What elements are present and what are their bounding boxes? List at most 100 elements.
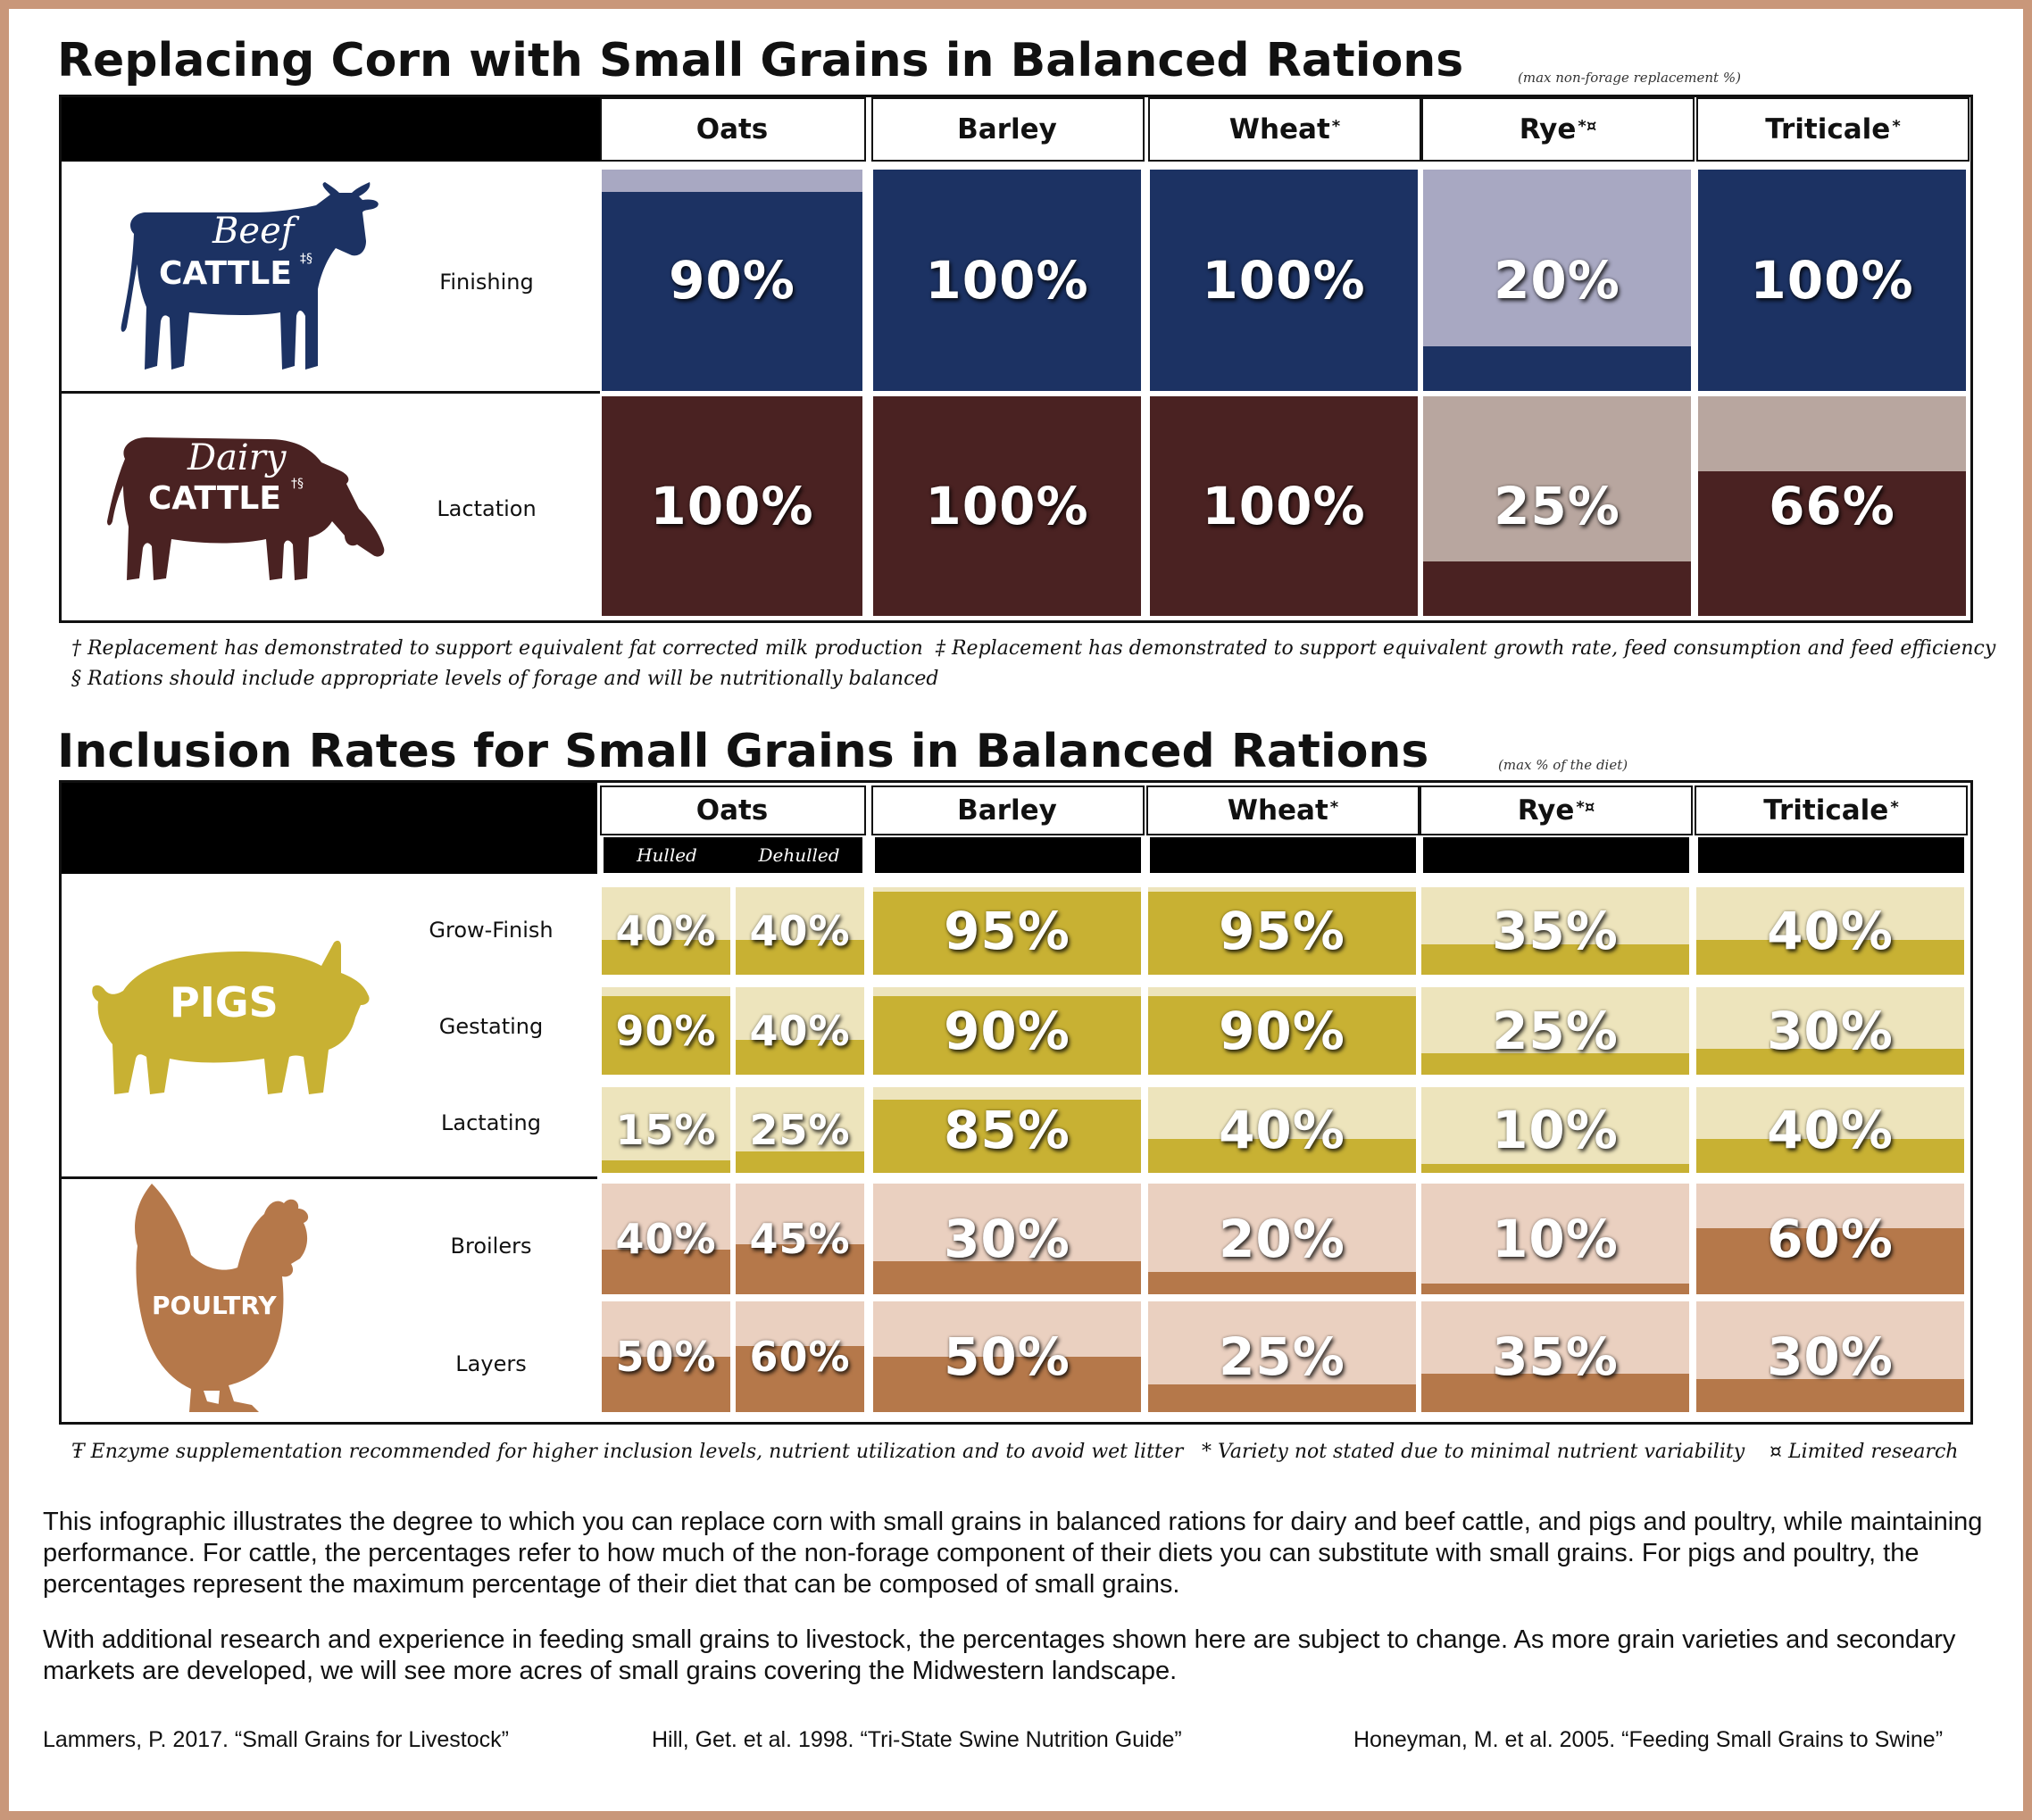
table1-cell-0-4: 100% xyxy=(1698,170,1966,391)
table2-cell-2-5-value: 40% xyxy=(1767,1100,1894,1160)
table2-cell-2-2-value: 85% xyxy=(944,1100,1070,1160)
row-label-gestating: Gestating xyxy=(438,1014,544,1039)
column-name: Rye xyxy=(1519,113,1577,145)
table2-cell-2-4-value: 10% xyxy=(1492,1100,1619,1160)
table2-cell-0-5: 40% xyxy=(1696,887,1964,975)
table2-header-barley: Barley xyxy=(871,785,1145,835)
section2-title: Inclusion Rates for Small Grains in Bala… xyxy=(57,725,1429,778)
table2-cell-0-3: 95% xyxy=(1148,887,1416,975)
table1-cell-1-1-fill xyxy=(873,396,1141,616)
pigs-label: PIGS xyxy=(170,978,279,1026)
dairy-footnote-mark: †§ xyxy=(291,477,304,491)
footnote-enzyme: Ŧ Enzyme supplementation recommended for… xyxy=(71,1441,1184,1463)
table1-cell-1-3-fill xyxy=(1423,561,1691,616)
source-honeyman: Honeyman, M. et al. 2005. “Feeding Small… xyxy=(1353,1727,1944,1752)
table2-header-wheat: Wheat * xyxy=(1146,785,1420,835)
table2-cell-1-4-value: 25% xyxy=(1492,1001,1619,1061)
column-mark: *¤ xyxy=(1578,116,1597,136)
table2-cell-0-4-value: 35% xyxy=(1492,901,1619,961)
table2-cell-1-5-value: 30% xyxy=(1767,1001,1894,1061)
table2-cell-4-2-value: 50% xyxy=(944,1326,1070,1387)
table1-cell-1-1: 100% xyxy=(873,396,1141,616)
table1-cell-1-0-fill xyxy=(602,396,862,616)
table2-cell-4-1-fill xyxy=(736,1345,864,1412)
chicken-icon xyxy=(135,1184,309,1412)
table2-cell-2-1-value: 25% xyxy=(749,1106,851,1154)
table2-cell-3-2-fill xyxy=(873,1260,1141,1294)
table2-cell-4-0-fill xyxy=(602,1357,730,1412)
table2-cell-3-3-value: 20% xyxy=(1219,1209,1345,1269)
table2-cell-4-0: 50% xyxy=(602,1301,730,1412)
table1-cell-1-2-fill xyxy=(1150,396,1418,616)
table1-header-oats: Oats xyxy=(600,97,866,162)
table2-cell-0-5-value: 40% xyxy=(1767,901,1894,961)
table2-cell-4-4-value: 35% xyxy=(1492,1326,1619,1387)
table2-cell-0-4-fill xyxy=(1421,943,1689,975)
row-label-lactating: Lactating xyxy=(441,1110,541,1135)
table2-subheader-bar-2 xyxy=(1150,837,1416,873)
table1-cell-0-3-value: 20% xyxy=(1494,250,1620,311)
table1-cell-0-2: 100% xyxy=(1150,170,1418,391)
table2-cell-0-1-fill xyxy=(736,939,864,975)
table2-cell-2-4: 10% xyxy=(1421,1087,1689,1173)
table2-cell-3-1-fill xyxy=(736,1244,864,1294)
beef-script-label: Beef xyxy=(212,211,295,252)
section1-title: Replacing Corn with Small Grains in Bala… xyxy=(57,34,1464,87)
table2-cell-3-2: 30% xyxy=(873,1184,1141,1294)
table2-cell-2-3-value: 40% xyxy=(1219,1100,1345,1160)
table2-subheader-bar-4 xyxy=(1698,837,1964,873)
table2-cell-3-2-value: 30% xyxy=(944,1209,1070,1269)
table2-cell-0-4: 35% xyxy=(1421,887,1689,975)
table2-cell-1-3-fill xyxy=(1148,995,1416,1075)
table1-cell-1-3-value: 25% xyxy=(1494,476,1620,536)
table2-cell-0-3-fill xyxy=(1148,891,1416,975)
table2-header-bar xyxy=(62,783,597,874)
table2-header-triticale: Triticale * xyxy=(1695,785,1968,835)
table2-header-rye: Rye *¤ xyxy=(1420,785,1693,835)
table2-cell-4-1: 60% xyxy=(736,1301,864,1412)
table2-cell-3-4-value: 10% xyxy=(1492,1209,1619,1269)
table2-row-divider xyxy=(62,1176,597,1179)
cow-icon xyxy=(121,182,379,370)
table2-cell-2-2-fill xyxy=(873,1100,1141,1173)
table2-cell-4-1-value: 60% xyxy=(749,1333,851,1381)
table2-cell-4-0-value: 50% xyxy=(615,1333,717,1381)
table2-cell-1-1: 40% xyxy=(736,987,864,1075)
beef-cattle-label: CATTLE xyxy=(159,255,292,292)
table1-cell-1-4-fill xyxy=(1698,470,1966,616)
row-label-lactation: Lactation xyxy=(437,496,537,521)
table1-cell-0-4-value: 100% xyxy=(1750,250,1914,311)
table2-cell-1-3-value: 90% xyxy=(1219,1001,1345,1061)
oats-hulled-subheader: Hulled xyxy=(637,844,697,866)
table2-cell-1-2: 90% xyxy=(873,987,1141,1075)
table2-cell-0-1: 40% xyxy=(736,887,864,975)
table2-cell-2-3-fill xyxy=(1148,1138,1416,1173)
table2-cell-1-4-fill xyxy=(1421,1052,1689,1075)
table2-cell-1-0-fill xyxy=(602,995,730,1075)
footnote-section: § Rations should include appropriate lev… xyxy=(71,668,939,690)
table2-cell-2-3: 40% xyxy=(1148,1087,1416,1173)
table2-cell-3-4-fill xyxy=(1421,1283,1689,1294)
table2-subheader-bar-1 xyxy=(875,837,1141,873)
section1-subtitle: (max non-forage replacement %) xyxy=(1518,70,1741,86)
table2-cell-2-5-fill xyxy=(1696,1138,1964,1173)
source-lammers: Lammers, P. 2017. “Small Grains for Live… xyxy=(43,1727,509,1752)
table2-cell-2-1-fill xyxy=(736,1151,864,1173)
table1-header-triticale: Triticale * xyxy=(1696,97,1970,162)
column-name: Barley xyxy=(957,113,1057,145)
table2-cell-2-4-fill xyxy=(1421,1164,1689,1173)
table2-cell-3-1: 45% xyxy=(736,1184,864,1294)
source-hill: Hill, Get. et al. 1998. “Tri-State Swine… xyxy=(652,1727,1182,1752)
table1-cell-0-2-value: 100% xyxy=(1202,250,1366,311)
table2-cell-3-0: 40% xyxy=(602,1184,730,1294)
table1-cell-0-3: 20% xyxy=(1423,170,1691,391)
footnote-variety: * Variety not stated due to minimal nutr… xyxy=(1202,1441,1745,1463)
table2-cell-1-2-value: 90% xyxy=(944,1001,1070,1061)
table1-header-bar xyxy=(62,97,600,162)
table2-cell-1-4: 25% xyxy=(1421,987,1689,1075)
table2-cell-2-0: 15% xyxy=(602,1087,730,1173)
section2-subtitle: (max % of the diet) xyxy=(1498,757,1628,773)
table2-cell-4-3-fill xyxy=(1148,1384,1416,1412)
table2-cell-3-4: 10% xyxy=(1421,1184,1689,1294)
table2-header-oats: Oats xyxy=(600,785,866,835)
